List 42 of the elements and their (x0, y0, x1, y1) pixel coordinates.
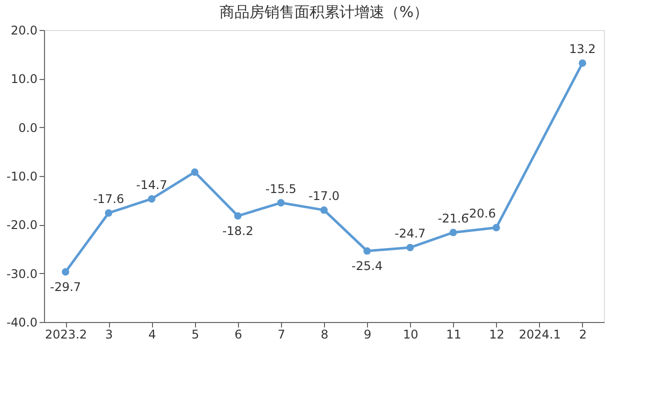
point (320, 206, 328, 214)
y-tick-label: 20.0 (10, 24, 38, 38)
x-tick-label: 8 (320, 328, 328, 342)
x-tick-label: 2 (579, 328, 587, 342)
x-tick-label: 12 (489, 328, 504, 342)
x-tick-label: 6 (234, 328, 242, 342)
data-label: -17.6 (93, 192, 124, 206)
chart-title: 商品房销售面积累计增速（%） (219, 3, 429, 21)
data-label: -24.7 (394, 226, 426, 241)
point (104, 209, 112, 217)
point (578, 59, 586, 67)
data-label: -25.4 (352, 258, 383, 273)
y-tick-label: 0.0 (18, 120, 38, 135)
y-tick-label: -40.0 (6, 316, 38, 330)
data-label: 13.2 (569, 42, 596, 56)
point (406, 244, 414, 252)
x-tick-label: 3 (105, 328, 113, 342)
point (148, 195, 156, 203)
point (234, 212, 242, 220)
x-tick-label: 10 (403, 328, 418, 342)
point (191, 168, 198, 176)
point (62, 268, 70, 276)
y-tick-label: -20.0 (6, 218, 38, 232)
point (277, 199, 285, 206)
x-tick-label: 5 (191, 328, 200, 342)
point (492, 224, 500, 232)
data-label: -14.7 (136, 178, 168, 192)
x-tick-label: 2024.1 (518, 328, 561, 342)
data-label: -29.7 (50, 280, 82, 294)
y-tick-label: -10.0 (6, 170, 38, 184)
y-tick-label: -30.0 (6, 266, 38, 281)
x-tick-label: 7 (278, 328, 286, 342)
point (450, 228, 457, 236)
x-tick-label: 11 (446, 328, 462, 342)
y-tick-label: 10.0 (10, 72, 38, 86)
x-tick-label: 2023.2 (45, 328, 88, 342)
data-label: -18.2 (222, 224, 254, 238)
data-label: -15.5 (265, 182, 296, 196)
x-tick-label: 9 (364, 328, 372, 342)
x-tick-label: 4 (148, 328, 156, 342)
data-label: -17.0 (308, 189, 340, 204)
point (363, 247, 371, 255)
